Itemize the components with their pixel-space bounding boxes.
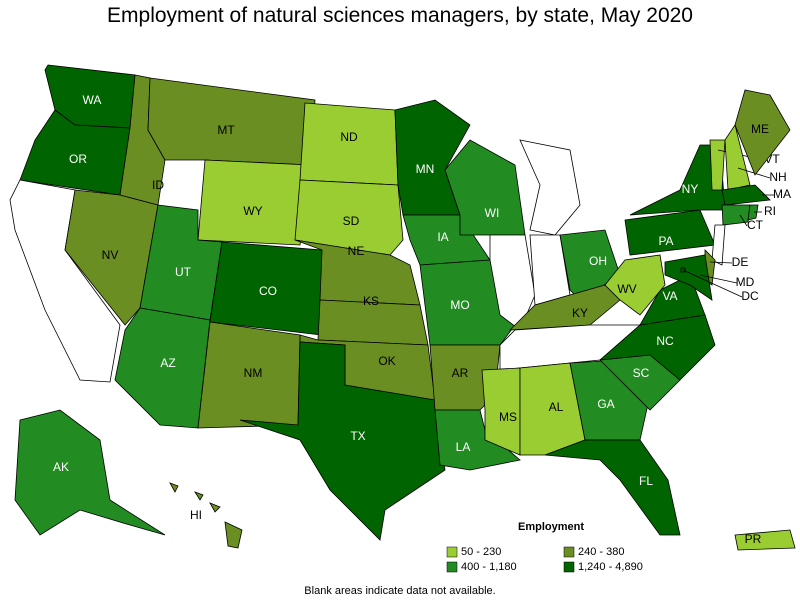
legend-label: 1,240 - 4,890 bbox=[578, 561, 643, 573]
state bbox=[734, 529, 796, 551]
state bbox=[709, 139, 726, 191]
state-label: MN bbox=[416, 162, 435, 176]
state bbox=[197, 159, 311, 246]
state bbox=[664, 254, 713, 301]
state-label: RI bbox=[764, 204, 776, 218]
state-label: GA bbox=[597, 397, 614, 411]
state-label: MA bbox=[773, 187, 791, 201]
state bbox=[147, 77, 316, 166]
state bbox=[724, 124, 751, 191]
state bbox=[747, 204, 759, 221]
state bbox=[519, 139, 581, 236]
legend-label: 400 - 1,180 bbox=[461, 561, 517, 573]
state-label: NY bbox=[682, 182, 699, 196]
state-label: UT bbox=[175, 265, 192, 279]
state bbox=[294, 179, 404, 256]
state bbox=[734, 89, 791, 176]
state-label: IA bbox=[437, 230, 448, 244]
map-title: Employment of natural sciences managers,… bbox=[107, 4, 693, 27]
state bbox=[419, 259, 516, 346]
legend-swatch bbox=[446, 561, 458, 573]
state-label: OK bbox=[378, 354, 395, 368]
state bbox=[434, 409, 521, 471]
legend-label: 240 - 380 bbox=[578, 546, 624, 558]
leader-line bbox=[739, 214, 748, 227]
state bbox=[711, 224, 726, 266]
state-label: PA bbox=[658, 234, 673, 248]
state-label: NV bbox=[102, 248, 119, 262]
state-label: MO bbox=[450, 298, 469, 312]
state-label: OH bbox=[589, 254, 607, 268]
state-label: KS bbox=[363, 294, 379, 308]
state bbox=[721, 204, 751, 226]
state-label: AR bbox=[452, 366, 469, 380]
state-label: AZ bbox=[160, 356, 175, 370]
legend-swatch bbox=[563, 546, 575, 558]
legend-title: Employment bbox=[518, 521, 584, 533]
legend-label: 50 - 230 bbox=[461, 546, 501, 558]
note: Blank areas indicate data not available. bbox=[304, 585, 495, 597]
state bbox=[14, 409, 166, 536]
state-label: ME bbox=[751, 122, 769, 136]
state-label: VA bbox=[662, 289, 677, 303]
state-label: CO bbox=[259, 284, 277, 298]
state-label: DC bbox=[741, 289, 759, 303]
legend-swatch bbox=[563, 561, 575, 573]
state-label: LA bbox=[456, 440, 471, 454]
state bbox=[624, 209, 716, 256]
state bbox=[239, 341, 446, 541]
state-label: TX bbox=[350, 429, 365, 443]
state-label: NH bbox=[769, 170, 786, 184]
state bbox=[481, 367, 521, 456]
state-label: DE bbox=[732, 255, 749, 269]
state-label: WI bbox=[485, 206, 500, 220]
state-label: NM bbox=[244, 366, 263, 380]
state-label: KY bbox=[572, 306, 588, 320]
state bbox=[544, 439, 681, 536]
state-label: MT bbox=[217, 123, 235, 137]
leader-line bbox=[682, 269, 743, 298]
state bbox=[604, 254, 666, 316]
state-label: NE bbox=[348, 244, 365, 258]
state-label: PR bbox=[745, 532, 762, 546]
state-label: WA bbox=[83, 93, 102, 107]
state-label: HI bbox=[190, 508, 202, 522]
legend-swatch bbox=[446, 546, 458, 558]
state-label: NC bbox=[656, 334, 674, 348]
state-label: WY bbox=[243, 204, 262, 218]
state bbox=[169, 482, 243, 549]
state-label: ND bbox=[340, 130, 358, 144]
leader-line bbox=[709, 261, 733, 264]
state-label: WV bbox=[617, 282, 636, 296]
state-label: MD bbox=[736, 275, 755, 289]
state-label: AL bbox=[549, 400, 564, 414]
state-label: AK bbox=[53, 460, 69, 474]
state-label: SC bbox=[633, 366, 650, 380]
state-label: SD bbox=[343, 214, 360, 228]
state-label: MS bbox=[499, 410, 517, 424]
leader-line bbox=[699, 274, 738, 284]
state-label: ID bbox=[152, 178, 164, 192]
state-label: OR bbox=[69, 152, 87, 166]
state bbox=[721, 184, 771, 206]
state-label: FL bbox=[639, 474, 653, 488]
state-label: CT bbox=[747, 218, 764, 232]
